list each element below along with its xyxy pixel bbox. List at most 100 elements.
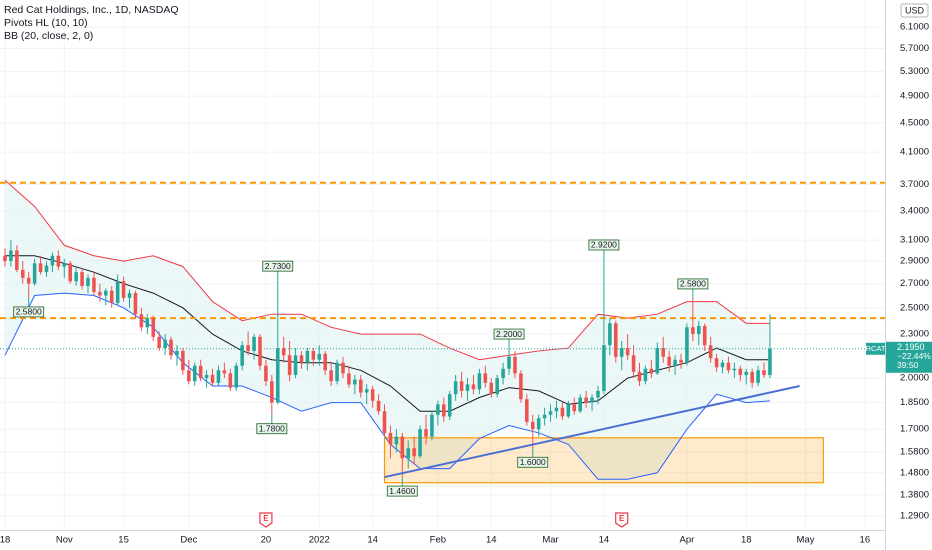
indicator-label: Pivots HL (10, 10) — [4, 17, 88, 29]
candle-body — [536, 418, 541, 430]
currency: USD — [905, 5, 925, 15]
candle-body — [175, 350, 179, 356]
y-tick-label: 1.2900 — [900, 511, 929, 522]
candle-body — [388, 432, 393, 445]
y-tick-label: 1.7000 — [900, 424, 929, 435]
pivot-label: 2.2000 — [496, 329, 522, 339]
candle-body — [400, 436, 405, 459]
candle-body — [133, 293, 138, 315]
candle-body — [56, 255, 61, 267]
candle-body — [453, 381, 458, 395]
candle-body — [750, 371, 754, 383]
y-tick-label: 5.3000 — [900, 66, 929, 77]
candle-body — [430, 414, 434, 437]
candle-body — [192, 365, 197, 382]
x-tick-label: Nov — [56, 535, 73, 546]
candle-body — [121, 281, 126, 298]
x-tick-label: Dec — [180, 535, 197, 546]
candle-body — [9, 250, 13, 262]
x-tick-label: 18 — [741, 535, 752, 546]
candle-body — [281, 348, 286, 356]
candle-body — [625, 348, 630, 356]
candle-body — [127, 293, 132, 298]
candle-body — [691, 327, 695, 335]
candle-body — [519, 373, 523, 400]
candle-body — [104, 290, 108, 296]
y-tick-label: 1.8500 — [900, 397, 929, 408]
candle-body — [222, 370, 227, 374]
candle-body — [364, 389, 369, 393]
price-change: −22.44% — [897, 351, 931, 361]
symbol-label: RCAT — [866, 344, 886, 353]
x-tick-label: Apr — [680, 535, 695, 546]
candle-body — [68, 263, 72, 282]
candle-body — [252, 336, 256, 351]
y-tick-label: 4.9000 — [900, 91, 929, 102]
candle-body — [542, 414, 547, 419]
band-line — [4, 179, 770, 361]
earnings-label: E — [263, 514, 269, 523]
symbol-tag — [866, 342, 885, 355]
candle-body — [169, 339, 173, 356]
candle-body — [26, 277, 31, 284]
candle-body — [234, 365, 239, 388]
candle-body — [424, 429, 428, 437]
candle-body — [768, 348, 772, 375]
candle-body — [566, 404, 571, 417]
candle-body — [264, 365, 268, 382]
candle-body — [489, 382, 494, 395]
y-tick-label: 6.1000 — [900, 22, 929, 33]
candle-body — [204, 374, 209, 379]
candle-body — [359, 379, 363, 393]
candle-body — [44, 265, 49, 273]
candle-body — [459, 381, 464, 391]
y-tick-label: 3.7000 — [900, 179, 929, 190]
candle-body — [258, 336, 262, 366]
pivot-box — [517, 456, 549, 468]
y-tick-label: 4.1000 — [900, 147, 929, 158]
band-line — [4, 255, 770, 412]
candle-body — [590, 397, 594, 403]
candle-body — [708, 345, 713, 359]
candle-body — [353, 379, 357, 385]
candle-body — [501, 368, 505, 379]
candle-body — [341, 362, 345, 374]
x-tick-label: May — [797, 535, 815, 546]
candle-body — [714, 358, 719, 368]
earnings-marker — [259, 512, 273, 528]
candle-body — [655, 348, 660, 374]
y-tick-label: 3.4000 — [900, 206, 929, 217]
plot-area: 2.5800 2.7300 1.7800 2.2000 1.4600 1.6000 2.92… — [0, 0, 885, 530]
candle-body — [376, 400, 381, 412]
pivot-label: 2.5800 — [680, 279, 706, 289]
candle-body — [643, 368, 648, 382]
x-tick-label: 16 — [860, 535, 871, 546]
candle-body — [697, 325, 701, 335]
candle-body — [80, 272, 84, 286]
candle-body — [246, 345, 250, 351]
x-tick-label: 20 — [261, 535, 272, 546]
x-tick-label: Mar — [542, 535, 558, 546]
candle-body — [465, 384, 470, 391]
y-tick-label: 3.1000 — [900, 235, 929, 246]
candle-body — [3, 255, 7, 262]
candle-body — [305, 350, 310, 363]
candle-body — [335, 362, 339, 382]
candle-body — [228, 373, 233, 388]
pivot-box — [262, 260, 294, 272]
candle-body — [483, 373, 488, 383]
candle-body — [436, 404, 440, 415]
earnings-label: E — [619, 514, 625, 523]
candle-body — [139, 314, 144, 328]
candle-body — [726, 362, 731, 371]
pivot-box — [588, 239, 620, 251]
candle-body — [762, 370, 766, 375]
candle-body — [38, 263, 43, 273]
candle-body — [323, 353, 327, 371]
x-tick-label: 14 — [599, 535, 610, 546]
x-tick-label: 14 — [367, 535, 378, 546]
candle-body — [608, 323, 612, 346]
candle-body — [299, 355, 304, 363]
candle-body — [756, 370, 760, 383]
